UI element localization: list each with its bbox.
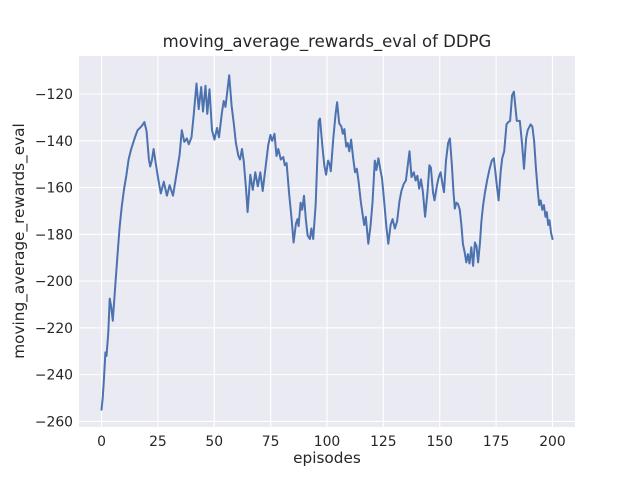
x-tick-label: 175 <box>483 434 510 450</box>
y-tick-label: −220 <box>35 321 73 337</box>
x-tick-label: 50 <box>205 434 223 450</box>
chart-title: moving_average_rewards_eval of DDPG <box>162 32 492 51</box>
y-tick-label: −180 <box>35 227 73 243</box>
y-tick-label: −240 <box>35 368 73 384</box>
x-tick-label: 75 <box>262 434 280 450</box>
y-axis-label: moving_average_rewards_eval <box>10 123 28 359</box>
x-axis-label: episodes <box>293 449 361 467</box>
x-tick-label: 200 <box>539 434 566 450</box>
y-tick-label: −120 <box>35 87 73 103</box>
y-tick-label: −200 <box>35 274 73 290</box>
series-line-moving_average_rewards_eval <box>100 74 554 411</box>
y-tick-label: −140 <box>35 134 73 150</box>
y-tick-label: −260 <box>35 414 73 430</box>
x-tick-label: 100 <box>314 434 341 450</box>
x-tick-label: 125 <box>370 434 397 450</box>
x-tick-label: 150 <box>426 434 453 450</box>
x-tick-label: 25 <box>149 434 167 450</box>
x-tick-label: 0 <box>97 434 106 450</box>
y-tick-label: −160 <box>35 181 73 197</box>
